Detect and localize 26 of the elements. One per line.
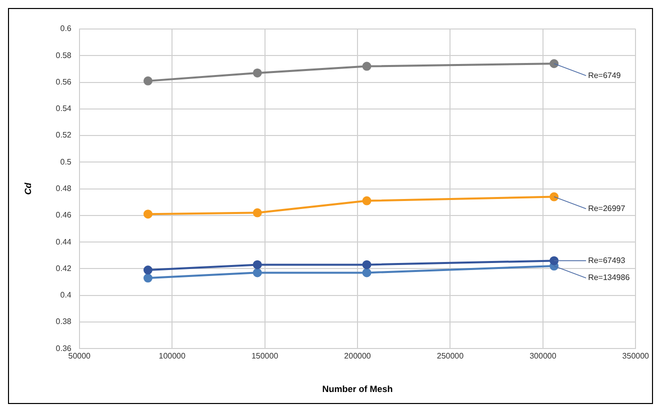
text: Re=6749 bbox=[588, 70, 622, 80]
y-tick-label: 0.36 bbox=[56, 344, 72, 353]
y-tick-label: 0.5 bbox=[60, 157, 72, 166]
y-tick-label: 0.56 bbox=[56, 77, 72, 86]
text: Re=134986 bbox=[588, 273, 630, 282]
x-tick-label: 50000 bbox=[68, 352, 92, 361]
y-axis-title: Cd bbox=[22, 182, 33, 195]
y-tick-label: 0.42 bbox=[56, 264, 72, 273]
x-axis-title: Number of Mesh bbox=[322, 384, 393, 394]
x-tick-label: 350000 bbox=[622, 352, 650, 361]
x-tick-label: 300000 bbox=[530, 352, 557, 361]
y-tick-label: 0.52 bbox=[56, 130, 72, 140]
y-tick-label: 0.48 bbox=[56, 184, 72, 194]
y-tick-label: 0.54 bbox=[56, 104, 72, 114]
x-tick-label: 100000 bbox=[158, 352, 186, 361]
text: Re=67493 bbox=[588, 256, 626, 265]
y-tick-label: 0.44 bbox=[56, 237, 72, 246]
y-tick-label: 0.38 bbox=[56, 317, 72, 326]
y-tick-label: 0.6 bbox=[60, 24, 72, 34]
y-tick-label: 0.58 bbox=[56, 50, 72, 60]
x-tick-label: 200000 bbox=[344, 352, 372, 361]
x-tick-label: 250000 bbox=[436, 352, 464, 361]
x-tick-label: 150000 bbox=[251, 352, 279, 361]
y-tick-label: 0.46 bbox=[56, 210, 72, 220]
text: Re=26997 bbox=[588, 204, 626, 213]
y-tick-label: 0.4 bbox=[60, 290, 72, 300]
